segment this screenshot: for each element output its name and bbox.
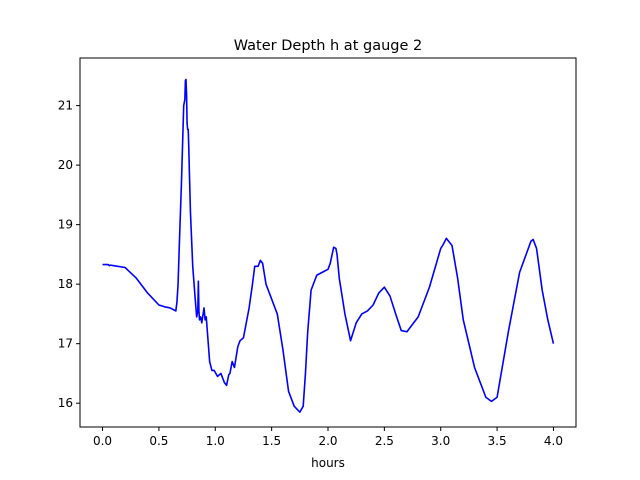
plot-area <box>79 57 577 428</box>
y-tick-label: 17 <box>58 337 73 351</box>
series-layer <box>102 78 555 413</box>
x-tick-label: 1.0 <box>206 434 225 448</box>
y-tick-label: 20 <box>58 158 73 172</box>
x-tick-label: 2.5 <box>375 434 394 448</box>
x-axis-label: hours <box>311 456 345 470</box>
x-ticks: 0.0 0.5 1.0 1.5 2.0 2.5 3.0 3.5 4.0 <box>93 427 563 448</box>
x-tick-label: 0.0 <box>93 434 112 448</box>
y-tick-label: 21 <box>58 99 73 113</box>
y-ticks: 16 17 18 19 20 21 <box>58 99 80 410</box>
y-tick-label: 19 <box>58 218 73 232</box>
y-tick-label: 16 <box>58 396 73 410</box>
x-tick-label: 2.0 <box>318 434 337 448</box>
x-tick-label: 1.5 <box>262 434 281 448</box>
x-tick-label: 0.5 <box>149 434 168 448</box>
y-tick-label: 18 <box>58 277 73 291</box>
x-tick-label: 4.0 <box>544 434 563 448</box>
chart-title: Water Depth h at gauge 2 <box>234 38 422 54</box>
x-tick-label: 3.0 <box>431 434 450 448</box>
series-line-0 <box>102 78 555 413</box>
x-tick-label: 3.5 <box>488 434 507 448</box>
